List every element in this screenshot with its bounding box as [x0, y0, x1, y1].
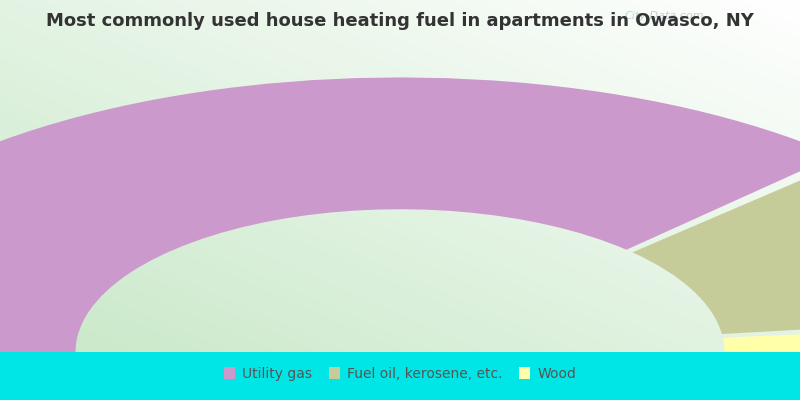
Text: Most commonly used house heating fuel in apartments in Owasco, NY: Most commonly used house heating fuel in… [46, 12, 754, 30]
Text: City-Data.com: City-Data.com [625, 10, 704, 20]
Wedge shape [723, 324, 800, 352]
Legend: Utility gas, Fuel oil, kerosene, etc., Wood: Utility gas, Fuel oil, kerosene, etc., W… [220, 363, 580, 385]
Wedge shape [633, 160, 800, 334]
Wedge shape [0, 78, 800, 352]
